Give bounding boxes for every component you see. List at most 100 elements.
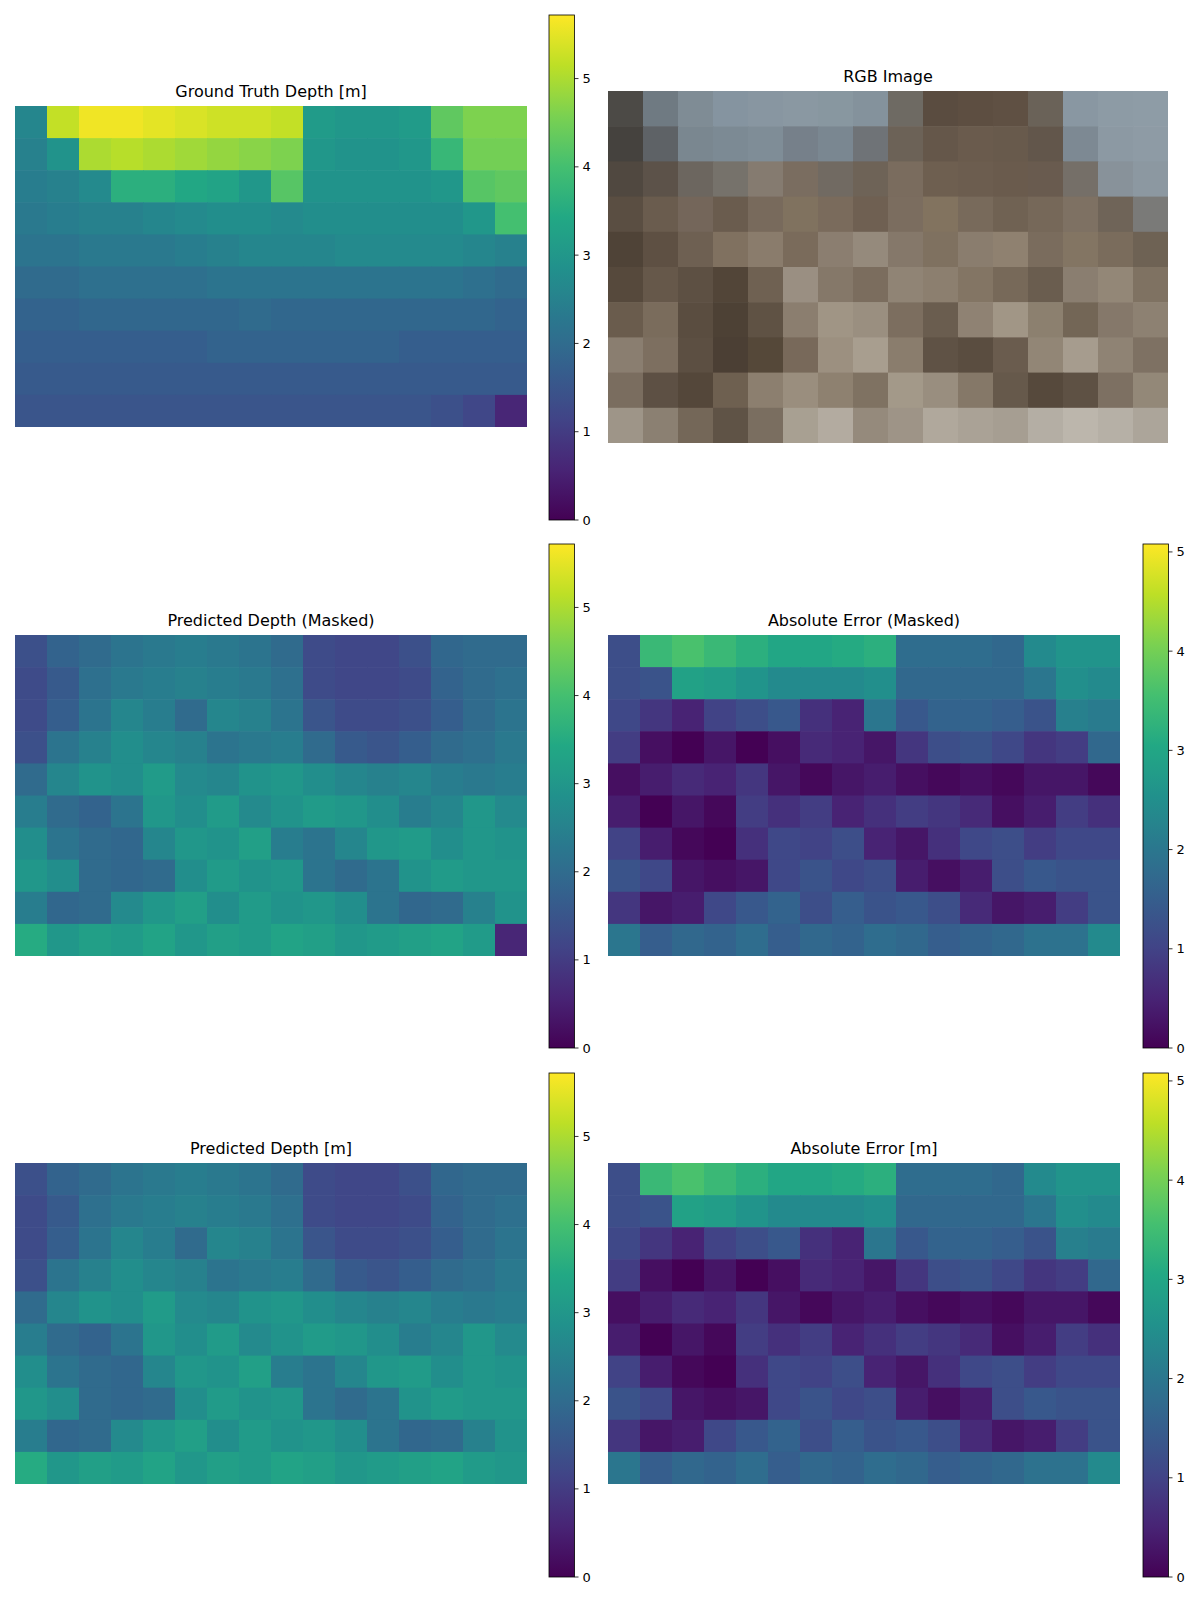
- cell: [495, 234, 527, 267]
- cell: [431, 267, 464, 300]
- cell: [768, 1227, 801, 1260]
- cell: [928, 1420, 961, 1453]
- cell: [864, 667, 897, 700]
- cell: [143, 892, 176, 925]
- cell: [864, 828, 897, 861]
- cell: [640, 796, 673, 829]
- pixel: [958, 267, 994, 303]
- pixel: [1098, 232, 1134, 268]
- cell: [47, 395, 80, 427]
- pixel: [1133, 161, 1168, 197]
- cell: [239, 1388, 272, 1421]
- pixel: [678, 232, 714, 268]
- colorbar-tick: [1169, 1180, 1173, 1181]
- cell: [175, 892, 208, 925]
- cell: [736, 699, 769, 732]
- colorbar: [1143, 1073, 1169, 1577]
- cell: [143, 635, 176, 668]
- cell: [367, 699, 400, 732]
- cell: [271, 1420, 304, 1453]
- cell: [495, 106, 527, 139]
- pixel: [1028, 267, 1064, 303]
- cell: [832, 1388, 865, 1421]
- colorbar-tick-label: 5: [1177, 1073, 1185, 1088]
- cell: [143, 667, 176, 700]
- cell: [704, 924, 737, 956]
- cell: [47, 1227, 80, 1260]
- cell: [431, 892, 464, 925]
- colorbar-tick-label: 0: [583, 513, 591, 528]
- colorbar-tick: [575, 166, 579, 167]
- cell: [79, 699, 112, 732]
- cell: [640, 828, 673, 861]
- colorbar-tick-label: 3: [583, 776, 591, 791]
- cell: [1024, 731, 1057, 764]
- cell: [640, 1163, 673, 1196]
- pixel: [643, 337, 679, 373]
- cell: [1088, 892, 1120, 925]
- cell: [143, 106, 176, 139]
- cell: [303, 170, 336, 203]
- cell: [143, 363, 176, 396]
- cell: [896, 860, 929, 893]
- cell: [143, 1420, 176, 1453]
- cell: [175, 1452, 208, 1484]
- cell: [175, 1388, 208, 1421]
- cell: [15, 1388, 48, 1421]
- pixel: [958, 232, 994, 268]
- cell: [271, 1452, 304, 1484]
- cell: [608, 1291, 641, 1324]
- pixel: [888, 373, 924, 409]
- cell: [399, 1324, 432, 1357]
- cell: [864, 1324, 897, 1357]
- cell: [399, 1388, 432, 1421]
- pixel: [1098, 197, 1134, 233]
- cell: [79, 635, 112, 668]
- pixel: [678, 267, 714, 303]
- cell: [175, 202, 208, 235]
- cell: [15, 1163, 48, 1196]
- cell: [303, 106, 336, 139]
- pixel: [1133, 126, 1168, 162]
- cell: [367, 1227, 400, 1260]
- cells: [15, 1163, 527, 1484]
- cell: [431, 363, 464, 396]
- pixel: [783, 302, 819, 338]
- cell: [175, 170, 208, 203]
- cell: [175, 395, 208, 427]
- cell: [768, 1163, 801, 1196]
- cell: [431, 763, 464, 796]
- cell: [239, 138, 272, 171]
- cell: [175, 924, 208, 956]
- cell: [367, 796, 400, 829]
- cell: [175, 1356, 208, 1389]
- cell: [303, 1163, 336, 1196]
- pixel: [853, 337, 889, 373]
- cell: [399, 106, 432, 139]
- cell: [736, 1420, 769, 1453]
- cell: [495, 1324, 527, 1357]
- cell: [367, 667, 400, 700]
- cell: [495, 1291, 527, 1324]
- cell: [736, 1291, 769, 1324]
- cell: [79, 1388, 112, 1421]
- cell: [672, 1324, 705, 1357]
- cell: [960, 1388, 993, 1421]
- cell: [47, 699, 80, 732]
- colorbar-tick-label: 1: [583, 424, 591, 439]
- cell: [896, 924, 929, 956]
- cell: [640, 1324, 673, 1357]
- cell: [207, 234, 240, 267]
- pixel: [748, 337, 784, 373]
- cell: [928, 860, 961, 893]
- pixel: [993, 197, 1029, 233]
- cell: [79, 731, 112, 764]
- pixel: [1098, 161, 1134, 197]
- cell: [15, 635, 48, 668]
- cell: [608, 1388, 641, 1421]
- cell: [495, 395, 527, 427]
- cell: [79, 796, 112, 829]
- pixel: [958, 91, 994, 127]
- pixel: [1028, 161, 1064, 197]
- cell: [111, 202, 144, 235]
